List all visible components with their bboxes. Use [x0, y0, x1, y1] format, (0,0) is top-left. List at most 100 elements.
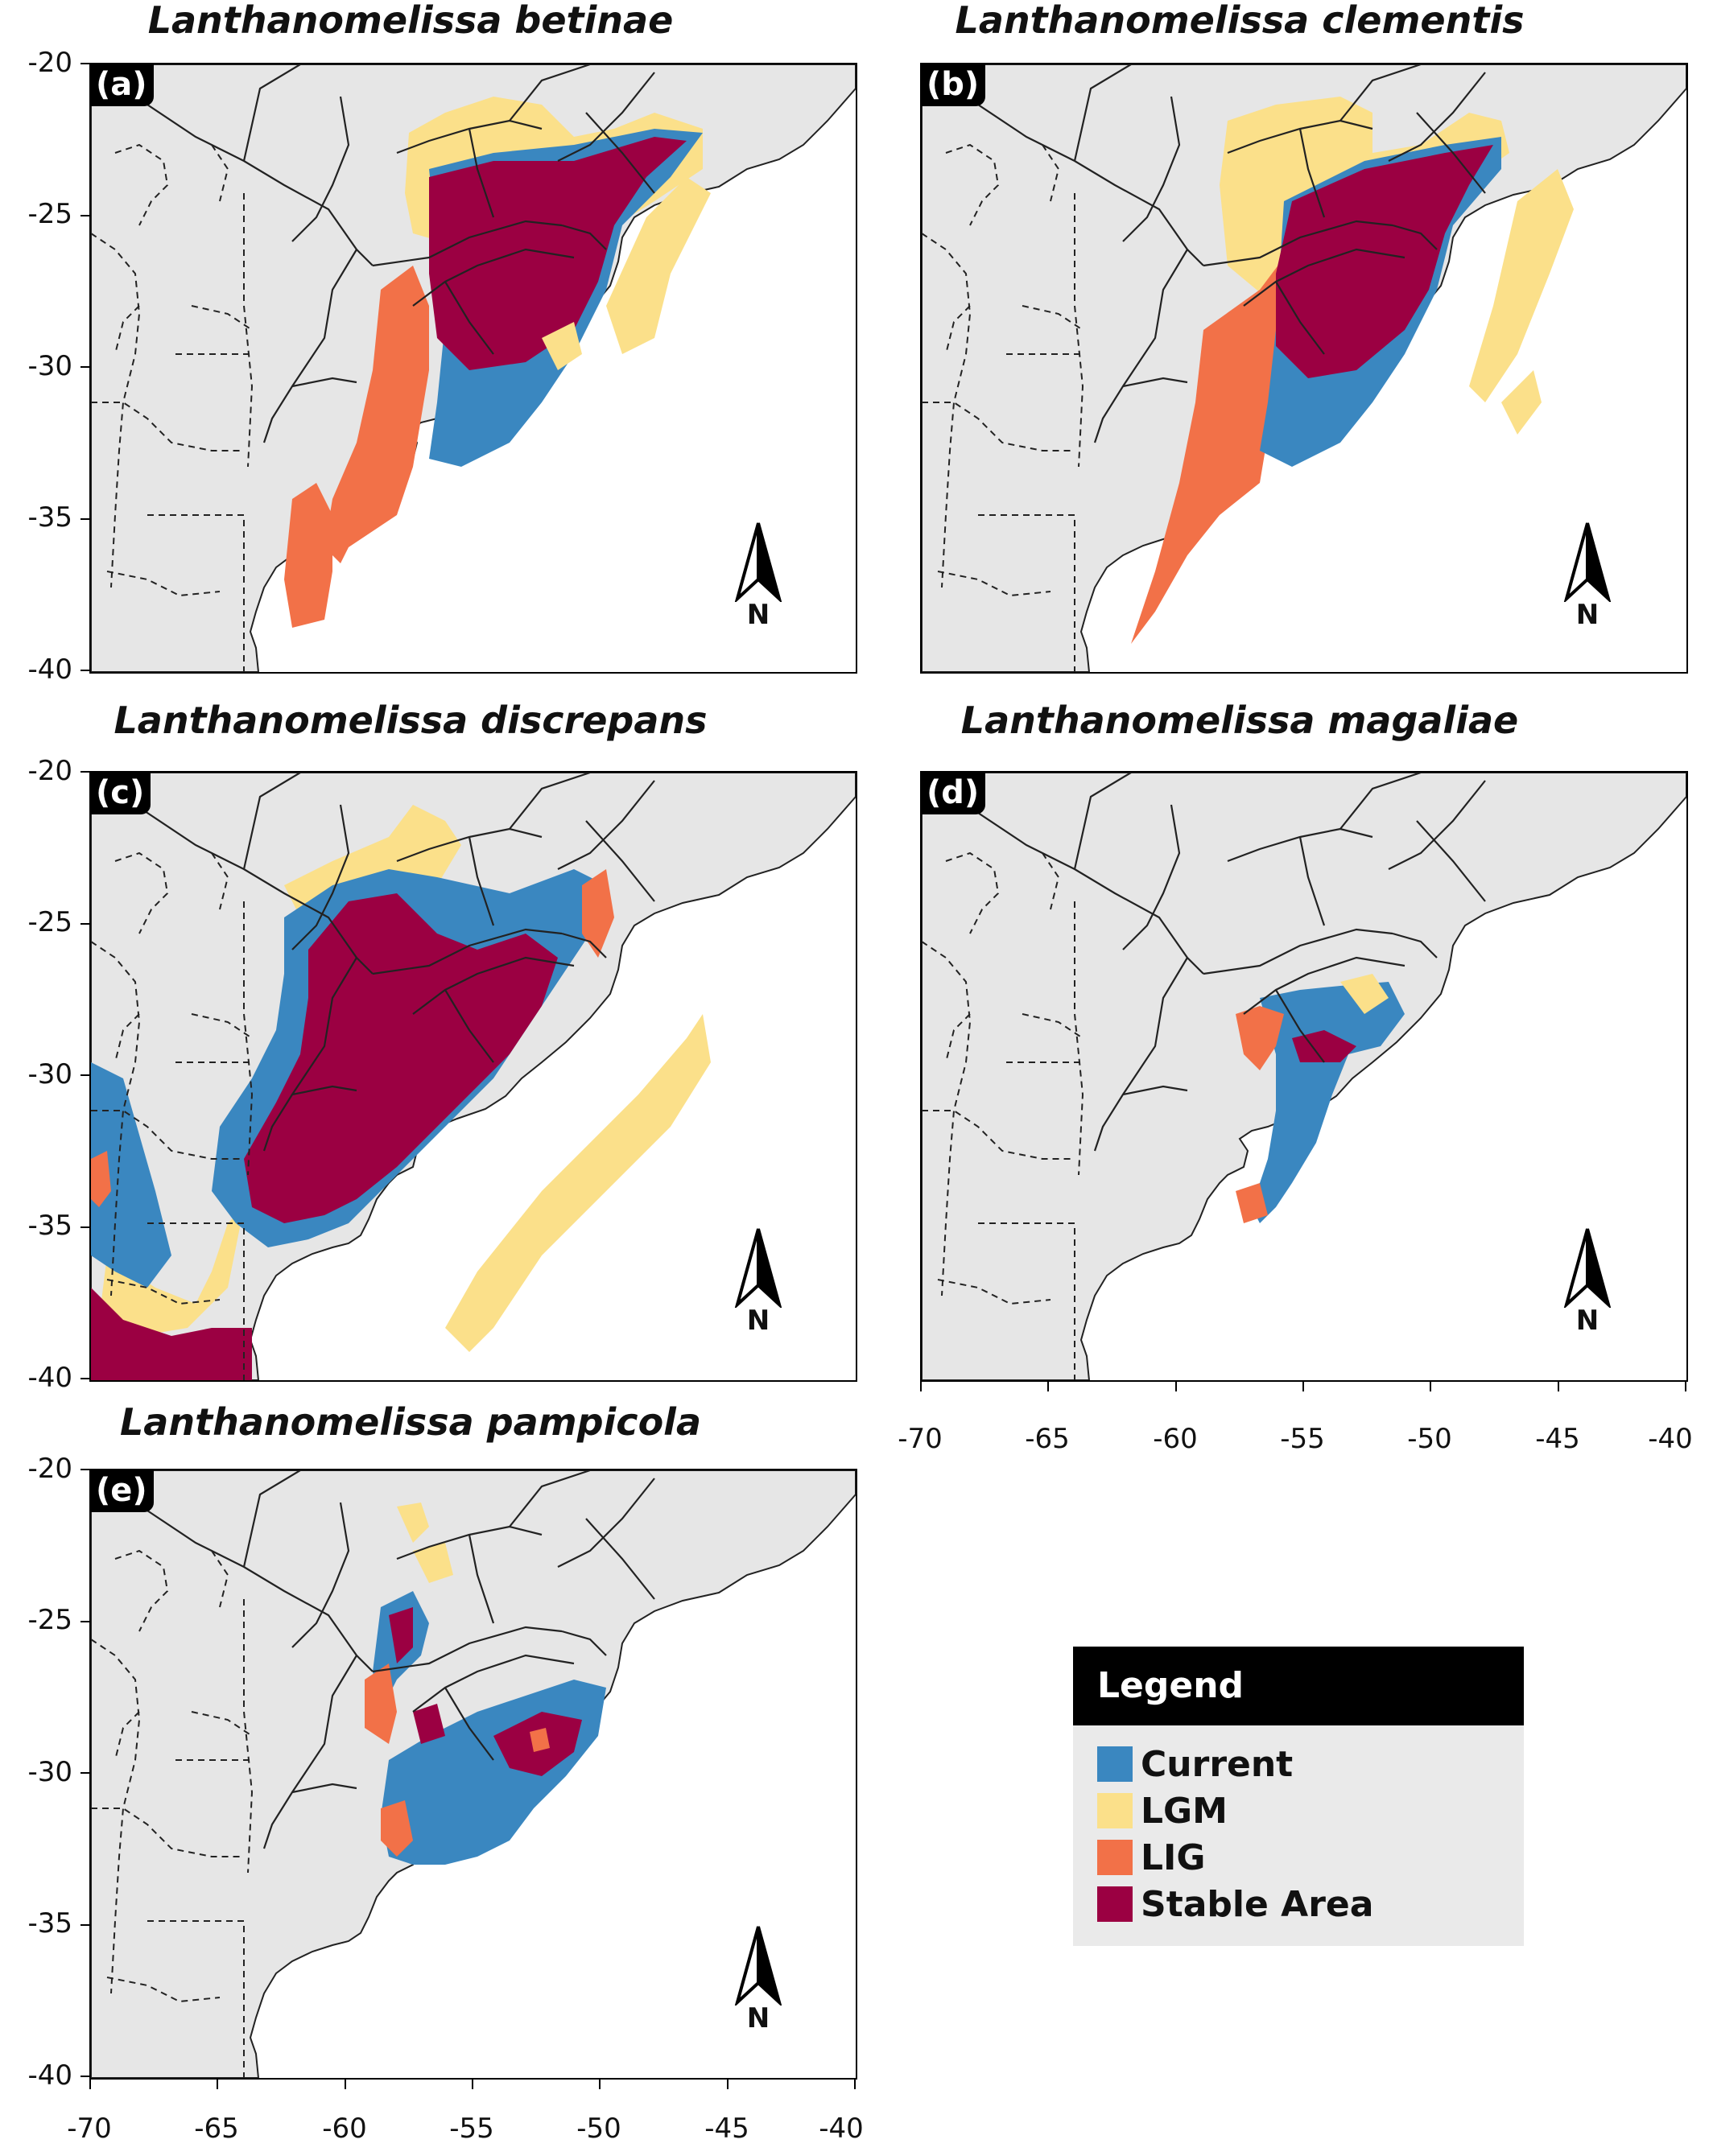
legend-label: LGM	[1141, 1791, 1228, 1832]
country-border	[412, 956, 575, 1015]
province-border	[1042, 852, 1060, 910]
region-current	[1252, 982, 1405, 1223]
legend-item-stable-area: Stable Area	[1097, 1885, 1373, 1925]
tick-mark	[80, 517, 90, 520]
country-border	[262, 249, 357, 443]
region-stable-area	[413, 1704, 445, 1744]
x-tick-label: -65	[194, 2113, 239, 2145]
tick-mark	[80, 670, 90, 671]
country-border	[242, 64, 301, 162]
y-tick-label: -25	[27, 1604, 72, 1636]
province-border	[937, 1279, 1051, 1305]
map-canvas-d	[922, 773, 1686, 1380]
tick-mark	[1557, 1380, 1559, 1391]
region-lgm	[1340, 974, 1389, 1014]
country-border	[291, 377, 357, 388]
province-border	[91, 941, 141, 1296]
country-border	[1073, 64, 1132, 162]
x-tick-label: -65	[1025, 1423, 1070, 1455]
x-tick-label: -40	[1648, 1423, 1693, 1455]
country-border	[412, 248, 575, 307]
province-border	[243, 193, 254, 468]
north-label: N	[746, 2002, 770, 2034]
tick-mark	[471, 2078, 473, 2089]
province-border	[191, 1013, 253, 1039]
country-border	[1243, 956, 1405, 1015]
province-border	[945, 305, 971, 355]
x-tick-label: -55	[449, 2113, 494, 2145]
province-border	[945, 851, 1000, 934]
region-lgm	[542, 322, 582, 370]
tick-mark	[80, 1772, 90, 1774]
country-border	[561, 224, 607, 250]
panel-tag-a: (a)	[91, 64, 154, 106]
country-border	[561, 932, 607, 958]
country-border	[509, 64, 591, 122]
panel-tag-e: (e)	[91, 1470, 154, 1512]
province-border	[937, 571, 1051, 597]
province-border	[1022, 305, 1084, 331]
country-border	[291, 1502, 350, 1648]
tick-mark	[1174, 1380, 1177, 1391]
title-panel-a: Lanthanomelissa betinae	[147, 0, 674, 42]
tick-mark	[80, 366, 90, 368]
country-border	[1388, 780, 1486, 870]
y-tick-label: -40	[27, 1362, 72, 1394]
tick-mark	[80, 1226, 90, 1228]
region-stable-area	[429, 137, 687, 370]
region-lgm	[606, 177, 711, 354]
y-tick-label: -40	[27, 653, 72, 686]
panel-tag-d: (d)	[922, 773, 986, 814]
y-tick-label: -20	[27, 1453, 72, 1485]
country-border	[291, 96, 350, 242]
country-border	[468, 836, 495, 926]
legend-label: Stable Area	[1141, 1884, 1374, 1925]
province-border	[91, 1110, 244, 1160]
x-tick-label: -45	[704, 2113, 749, 2145]
map-panel-d: (d)	[920, 771, 1688, 1382]
region-lgm	[445, 1014, 711, 1352]
tick-mark	[1684, 1380, 1686, 1391]
region-lig	[1236, 1183, 1268, 1223]
legend-item-lig: LIG	[1097, 1838, 1206, 1878]
country-border	[1339, 773, 1422, 830]
tick-mark	[80, 214, 90, 216]
tick-mark	[217, 2078, 219, 2089]
country-border	[1298, 128, 1326, 218]
region-stable-area	[389, 1607, 413, 1663]
region-lig	[284, 483, 332, 628]
region-lig	[582, 869, 614, 958]
country-border	[1416, 820, 1486, 902]
x-tick-label: -50	[1407, 1423, 1452, 1455]
province-border	[211, 1550, 229, 1608]
country-border	[1122, 96, 1181, 242]
panel-tag-b: (b)	[922, 64, 986, 106]
province-border	[91, 233, 141, 588]
x-tick-label: -70	[67, 2113, 112, 2145]
north-arrow-e: N	[726, 1925, 790, 2038]
map-panel-b: (b)	[920, 63, 1688, 674]
north-arrow-icon	[734, 1228, 782, 1310]
province-border	[191, 1711, 253, 1737]
province-border	[147, 1920, 245, 2078]
country-border	[262, 957, 357, 1152]
tick-mark	[80, 922, 90, 925]
y-tick-label: -25	[27, 906, 72, 938]
province-border	[114, 1013, 140, 1063]
region-stable-area	[244, 893, 558, 1223]
province-border	[945, 143, 1000, 226]
y-tick-label: -30	[27, 1756, 72, 1788]
province-border	[243, 901, 254, 1176]
x-tick-label: -40	[819, 2113, 864, 2145]
region-lig	[381, 1800, 413, 1857]
legend-label: LIG	[1141, 1837, 1206, 1878]
tick-mark	[1302, 1380, 1304, 1391]
north-label: N	[1575, 1305, 1599, 1337]
legend-swatch-lgm	[1097, 1793, 1133, 1828]
map-panel-a: (a)	[89, 63, 857, 674]
tick-mark	[853, 2078, 856, 2089]
legend-swatch-current	[1097, 1746, 1133, 1782]
tick-mark	[1047, 1380, 1050, 1391]
tick-mark	[80, 1923, 90, 1926]
region-lig	[530, 1728, 550, 1752]
